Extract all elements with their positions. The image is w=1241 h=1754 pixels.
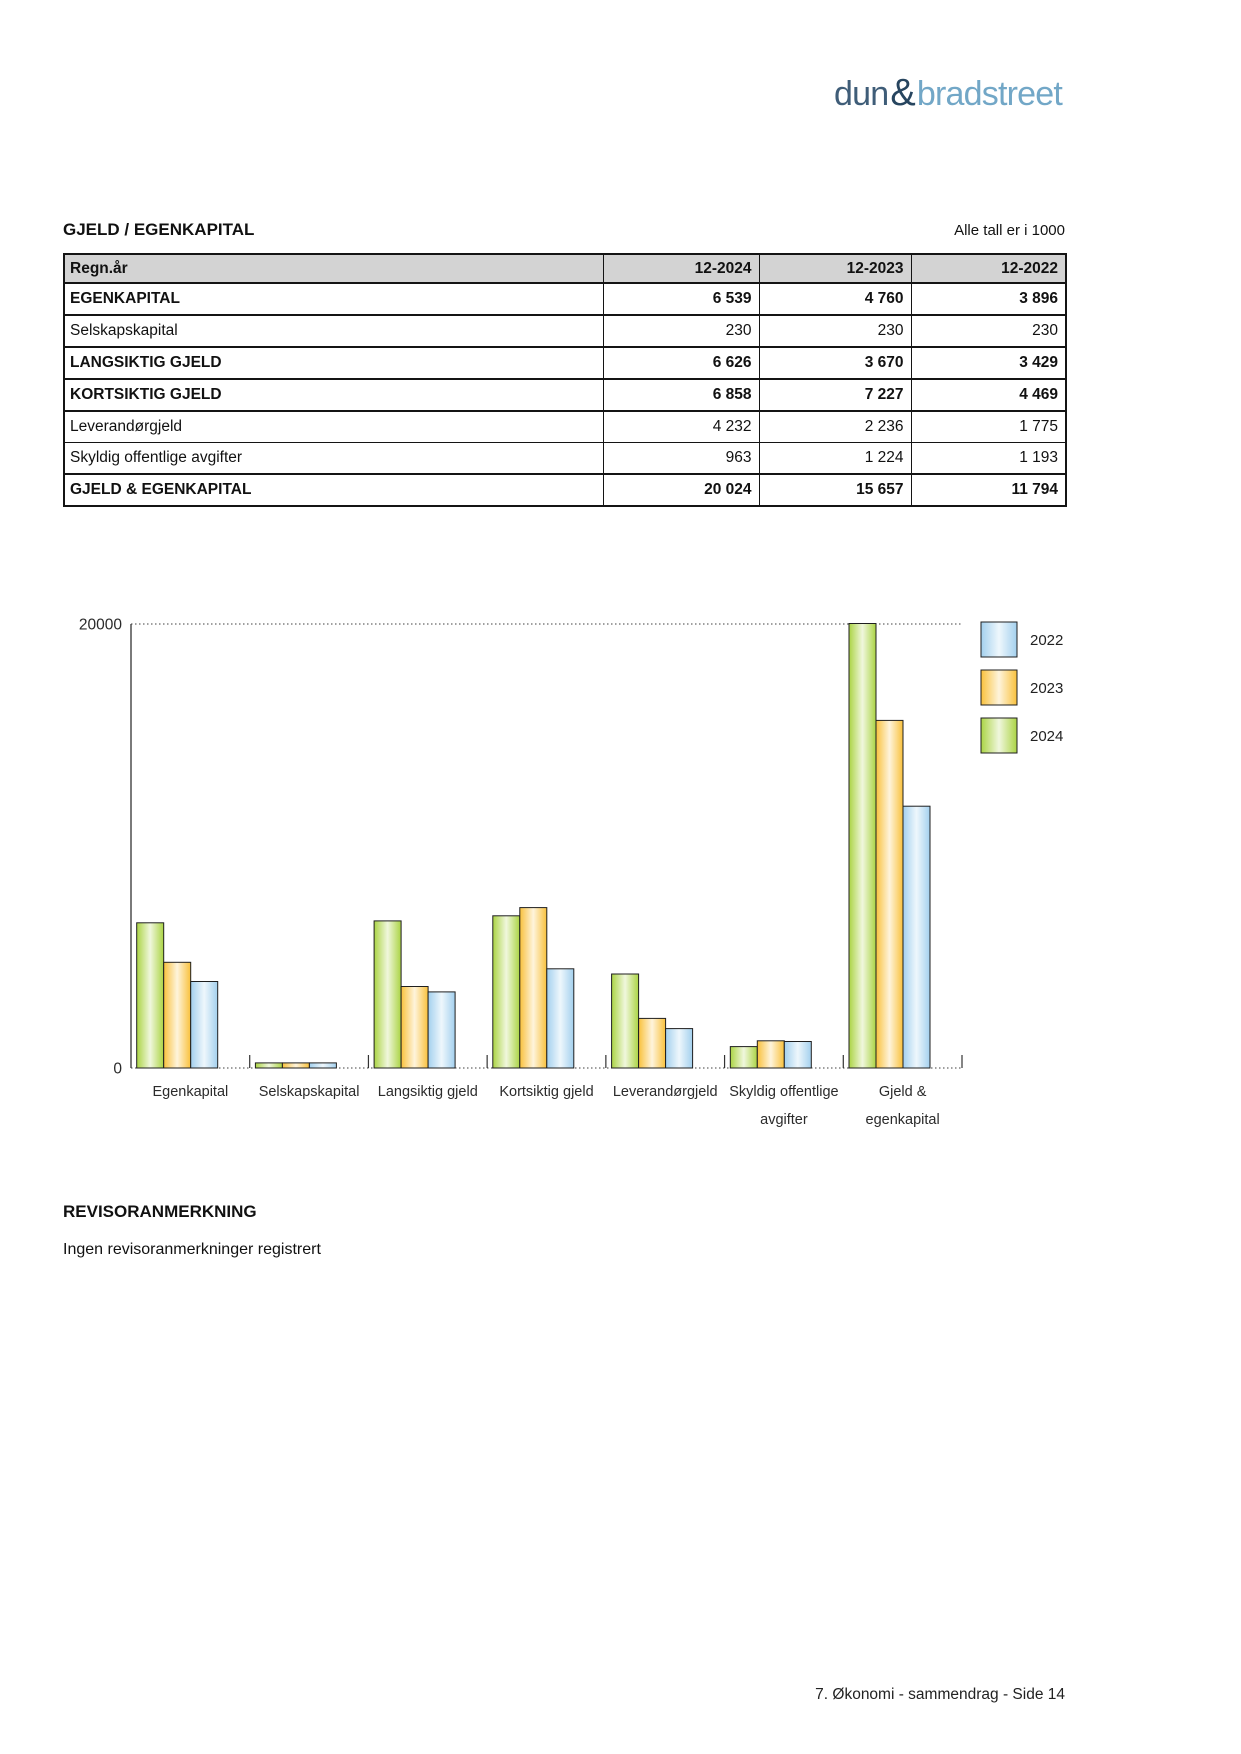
auditor-note-title: REVISORANMERKNING bbox=[63, 1202, 257, 1221]
row-value: 1 193 bbox=[910, 442, 1067, 475]
bar-2022 bbox=[902, 805, 931, 1069]
x-category-label: Gjeld & bbox=[879, 1084, 927, 1100]
bar-2023 bbox=[519, 907, 548, 1069]
x-category-label: Selskapskapital bbox=[259, 1084, 360, 1100]
page-footer: 7. Økonomi - sammendrag - Side 14 bbox=[815, 1686, 1065, 1703]
row-value: 230 bbox=[758, 314, 912, 348]
bar-2024 bbox=[254, 1062, 283, 1069]
bar-2024 bbox=[373, 920, 402, 1069]
bar-2022 bbox=[190, 981, 219, 1069]
row-value: 3 670 bbox=[758, 346, 912, 380]
bar-2022 bbox=[783, 1041, 812, 1069]
row-value: 3 896 bbox=[910, 282, 1067, 316]
row-value: 230 bbox=[602, 314, 760, 348]
row-value: 230 bbox=[910, 314, 1067, 348]
row-label: GJELD & EGENKAPITAL bbox=[63, 473, 604, 507]
x-category-label: egenkapital bbox=[866, 1112, 940, 1128]
bar-2024 bbox=[136, 922, 165, 1069]
y-tick-label: 0 bbox=[113, 1061, 122, 1078]
x-category-label: avgifter bbox=[760, 1112, 808, 1128]
row-value: 6 858 bbox=[602, 378, 760, 412]
row-value: 3 429 bbox=[910, 346, 1067, 380]
column-header-regnar: Regn.år bbox=[63, 253, 604, 284]
bar-2022 bbox=[308, 1062, 337, 1069]
column-header-12-2023: 12-2023 bbox=[758, 253, 912, 284]
auditor-note-text: Ingen revisoranmerkninger registrert bbox=[63, 1241, 321, 1258]
row-label: Leverandørgjeld bbox=[63, 410, 604, 443]
legend-label: 2024 bbox=[1030, 728, 1063, 745]
legend-label: 2023 bbox=[1030, 680, 1063, 697]
bar-2024 bbox=[611, 973, 640, 1069]
row-value: 6 626 bbox=[602, 346, 760, 380]
row-value: 1 224 bbox=[758, 442, 912, 475]
bar-2023 bbox=[400, 986, 429, 1069]
debt-equity-bar-chart: 0 20000 Egenkapital Selskapskapital Langsikt… bbox=[79, 617, 1063, 1129]
x-category-label: Leverandørgjeld bbox=[613, 1084, 718, 1100]
table-row: EGENKAPITAL 6 539 4 760 3 896 bbox=[63, 282, 1067, 316]
row-value: 11 794 bbox=[910, 473, 1067, 507]
x-category-label: Egenkapital bbox=[152, 1084, 228, 1100]
ampersand-icon: & bbox=[890, 72, 915, 114]
legend-swatch-2022 bbox=[980, 621, 1018, 658]
row-value: 15 657 bbox=[758, 473, 912, 507]
bar-2023 bbox=[281, 1062, 310, 1069]
row-label: LANGSIKTIG GJELD bbox=[63, 346, 604, 380]
legend-swatch-2024 bbox=[980, 717, 1018, 754]
row-label: KORTSIKTIG GJELD bbox=[63, 378, 604, 412]
row-value: 7 227 bbox=[758, 378, 912, 412]
table-header-row: Regn.år 12-2024 12-2023 12-2022 bbox=[63, 253, 1067, 284]
row-label: Selskapskapital bbox=[63, 314, 604, 348]
column-header-12-2024: 12-2024 bbox=[602, 253, 760, 284]
row-label: Skyldig offentlige avgifter bbox=[63, 442, 604, 475]
bar-2024 bbox=[729, 1046, 758, 1069]
row-value: 4 232 bbox=[602, 410, 760, 443]
bar-2024 bbox=[492, 915, 521, 1069]
dun-bradstreet-logo: dun&bradstreet bbox=[0, 72, 1063, 114]
bar-2023 bbox=[756, 1040, 785, 1069]
row-value: 1 775 bbox=[910, 410, 1067, 443]
x-category-label: Langsiktig gjeld bbox=[378, 1084, 478, 1100]
bar-2022 bbox=[427, 991, 456, 1069]
units-note: Alle tall er i 1000 bbox=[954, 222, 1065, 239]
y-tick-label: 20000 bbox=[79, 617, 122, 634]
row-value: 6 539 bbox=[602, 282, 760, 316]
row-value: 2 236 bbox=[758, 410, 912, 443]
table-row: KORTSIKTIG GJELD 6 858 7 227 4 469 bbox=[63, 378, 1067, 412]
row-value: 20 024 bbox=[602, 473, 760, 507]
bar-2022 bbox=[546, 968, 575, 1069]
row-label: EGENKAPITAL bbox=[63, 282, 604, 316]
table-row: Selskapskapital 230 230 230 bbox=[63, 314, 1067, 348]
logo-bradstreet-text: bradstreet bbox=[916, 75, 1063, 113]
bar-2022 bbox=[665, 1028, 694, 1069]
bar-2023 bbox=[163, 961, 192, 1069]
bar-2023 bbox=[875, 719, 904, 1069]
legend-label: 2022 bbox=[1030, 632, 1063, 649]
column-header-12-2022: 12-2022 bbox=[910, 253, 1067, 284]
section-title: GJELD / EGENKAPITAL bbox=[63, 220, 255, 239]
row-value: 963 bbox=[602, 442, 760, 475]
row-value: 4 469 bbox=[910, 378, 1067, 412]
table-row: Leverandørgjeld 4 232 2 236 1 775 bbox=[63, 410, 1067, 443]
financial-table: Regn.år 12-2024 12-2023 12-2022 EGENKAPI… bbox=[63, 253, 1067, 507]
x-category-label: Skyldig offentlige bbox=[729, 1084, 838, 1100]
table-row: Skyldig offentlige avgifter 963 1 224 1 193 bbox=[63, 442, 1067, 475]
section-header: GJELD / EGENKAPITAL Alle tall er i 1000 bbox=[63, 220, 1065, 240]
table-row: GJELD & EGENKAPITAL 20 024 15 657 11 794 bbox=[63, 473, 1067, 507]
bar-2024 bbox=[848, 623, 877, 1069]
row-value: 4 760 bbox=[758, 282, 912, 316]
logo-dun-text: dun bbox=[834, 75, 889, 113]
table-row: LANGSIKTIG GJELD 6 626 3 670 3 429 bbox=[63, 346, 1067, 380]
x-category-label: Kortsiktig gjeld bbox=[499, 1084, 593, 1100]
legend-swatch-2023 bbox=[980, 669, 1018, 706]
bar-2023 bbox=[638, 1017, 667, 1069]
